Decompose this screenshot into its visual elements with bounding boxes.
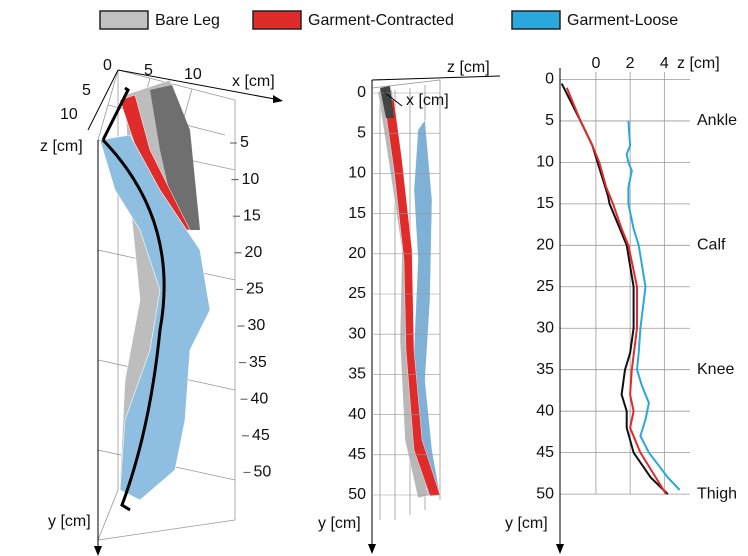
- y-tick-label: 5: [357, 124, 366, 141]
- y-tick-label: 40: [536, 402, 554, 419]
- series-line: [560, 83, 669, 495]
- y-axis-arrow: [556, 544, 564, 554]
- legend-label: Garment-Loose: [567, 12, 678, 29]
- y-tick-label: 35: [348, 366, 366, 383]
- legend-swatch: [99, 10, 149, 30]
- y-tick-label: 10: [348, 165, 366, 182]
- middle-mesh: [377, 86, 441, 499]
- y-tick-label: 10: [242, 171, 260, 188]
- y-tick-label: 25: [536, 278, 554, 295]
- y-tick-label: 45: [252, 427, 270, 444]
- y-tick-label: 35: [536, 361, 554, 378]
- y-tick-label: 30: [248, 317, 266, 334]
- left-axes: [87, 69, 283, 556]
- y-axis-label: y [cm]: [505, 515, 548, 532]
- profile-chart: 0 5 10 15 20 25 30 35 40 45 50 0 2 4 z [cm] y [cm] Ankle…: [505, 55, 737, 554]
- y-tick-label: 20: [348, 245, 366, 262]
- x-tick-label: 0: [103, 57, 112, 74]
- y-tick-label: 20: [536, 237, 554, 254]
- series-line: [565, 87, 667, 495]
- legend-swatch: [511, 10, 561, 30]
- annotation: Thigh: [697, 485, 737, 502]
- y-tick-label: 50: [536, 485, 554, 502]
- annotation: Calf: [697, 237, 726, 254]
- y-tick-label: 40: [251, 390, 269, 407]
- x-axis-label: x [cm]: [232, 73, 275, 90]
- y-tick-label: 15: [536, 195, 554, 212]
- x-tick-label: 10: [184, 66, 202, 83]
- z-axis-label: z [cm]: [447, 59, 490, 76]
- x-axis-label: x [cm]: [406, 92, 449, 109]
- x-tick-label: 5: [144, 62, 153, 79]
- y-tick-label: 30: [348, 325, 366, 342]
- y-tick-label: 35: [249, 354, 267, 371]
- left-mesh: [99, 79, 211, 512]
- y-tick-label: 0: [357, 84, 366, 101]
- legend-swatch: [252, 10, 302, 30]
- y-tick-label: 40: [348, 406, 366, 423]
- x-tick-label: 4: [660, 55, 669, 72]
- annotation: Knee: [697, 361, 734, 378]
- y-tick-label: 45: [536, 444, 554, 461]
- annotation: Ankle: [697, 112, 737, 129]
- middle-axes: [368, 75, 501, 554]
- x-axis-label: z [cm]: [677, 55, 720, 72]
- y-tick-label: 5: [545, 112, 554, 129]
- y-tick-label: 50: [254, 464, 272, 481]
- y-tick-label: 25: [246, 281, 264, 298]
- z-tick-label: 5: [82, 82, 91, 99]
- y-tick-label: 25: [348, 285, 366, 302]
- z-tick-label: 10: [60, 106, 78, 123]
- y-tick-label: 5: [240, 134, 249, 151]
- y-tick-label: 20: [245, 244, 263, 261]
- y-axis-label: y [cm]: [318, 515, 361, 532]
- y-tick-label: 50: [348, 486, 366, 503]
- legend-label: Garment-Contracted: [308, 12, 454, 29]
- y-tick-label: 45: [348, 446, 366, 463]
- x-tick-label: 2: [626, 55, 635, 72]
- y-tick-label: 30: [536, 319, 554, 336]
- z-axis-label: z [cm]: [40, 138, 83, 155]
- y-tick-label: 10: [536, 154, 554, 171]
- x-tick-label: 0: [591, 55, 600, 72]
- y-tick-label: 15: [243, 207, 261, 224]
- y-tick-label: 0: [545, 71, 554, 88]
- series-line: [625, 120, 681, 491]
- legend-label: Bare Leg: [155, 12, 220, 29]
- y-axis-label: y [cm]: [48, 513, 91, 530]
- y-tick-label: 15: [348, 205, 366, 222]
